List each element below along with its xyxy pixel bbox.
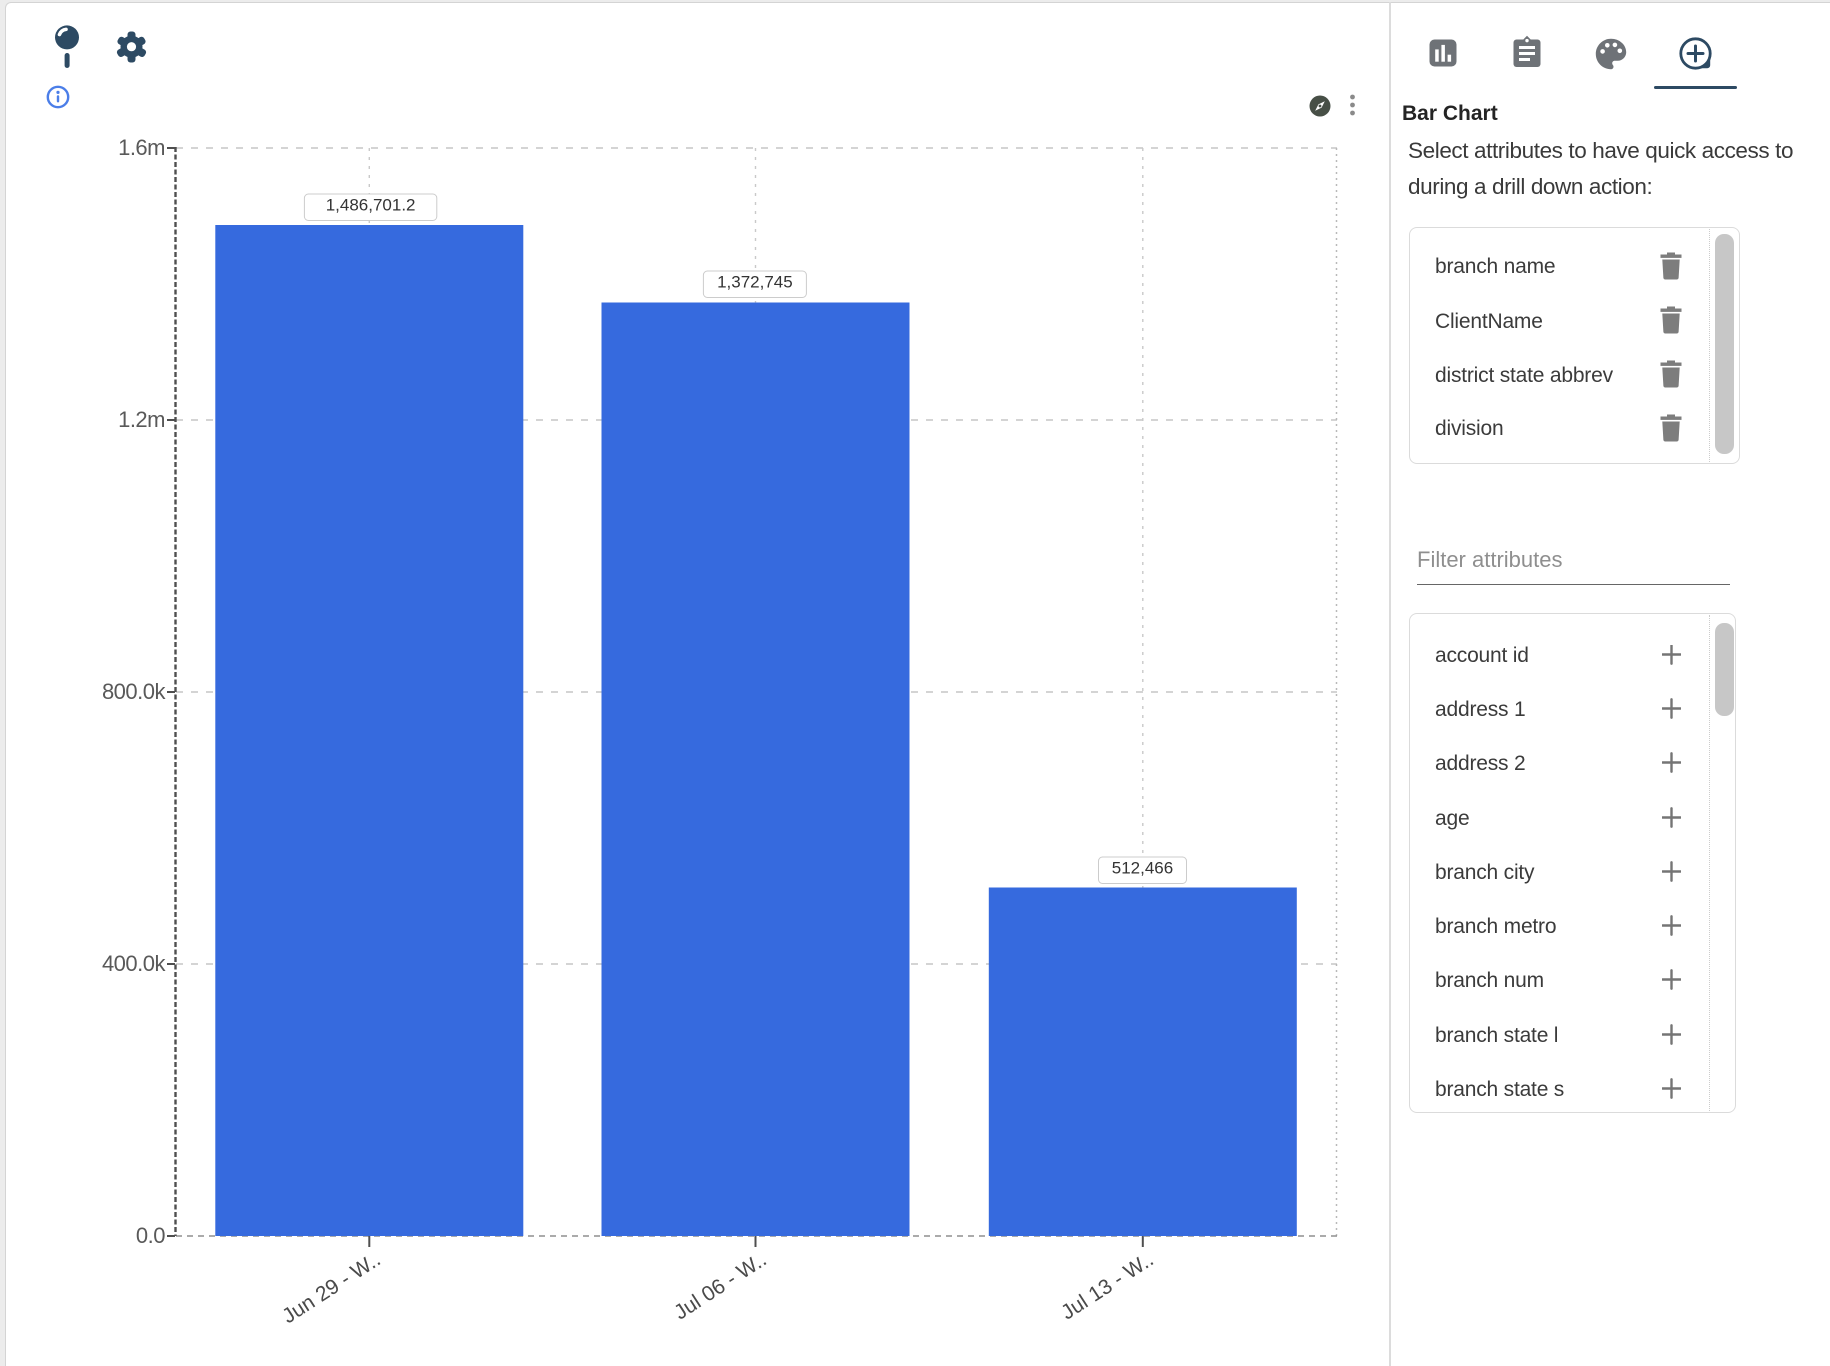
svg-text:400.0k: 400.0k [102,951,167,976]
svg-text:Jul 06 - W..: Jul 06 - W.. [670,1248,771,1324]
svg-text:800.0k: 800.0k [102,679,167,704]
svg-text:Jul 13 - W..: Jul 13 - W.. [1057,1248,1158,1324]
svg-text:1,486,701.2: 1,486,701.2 [326,196,416,215]
svg-text:1.2m: 1.2m [118,407,165,432]
svg-text:1.6m: 1.6m [118,135,165,160]
svg-text:1,372,745: 1,372,745 [717,273,793,292]
svg-text:Jun 29 - W..: Jun 29 - W.. [278,1248,384,1328]
svg-text:0.0: 0.0 [136,1223,165,1248]
svg-text:512,466: 512,466 [1112,859,1173,878]
